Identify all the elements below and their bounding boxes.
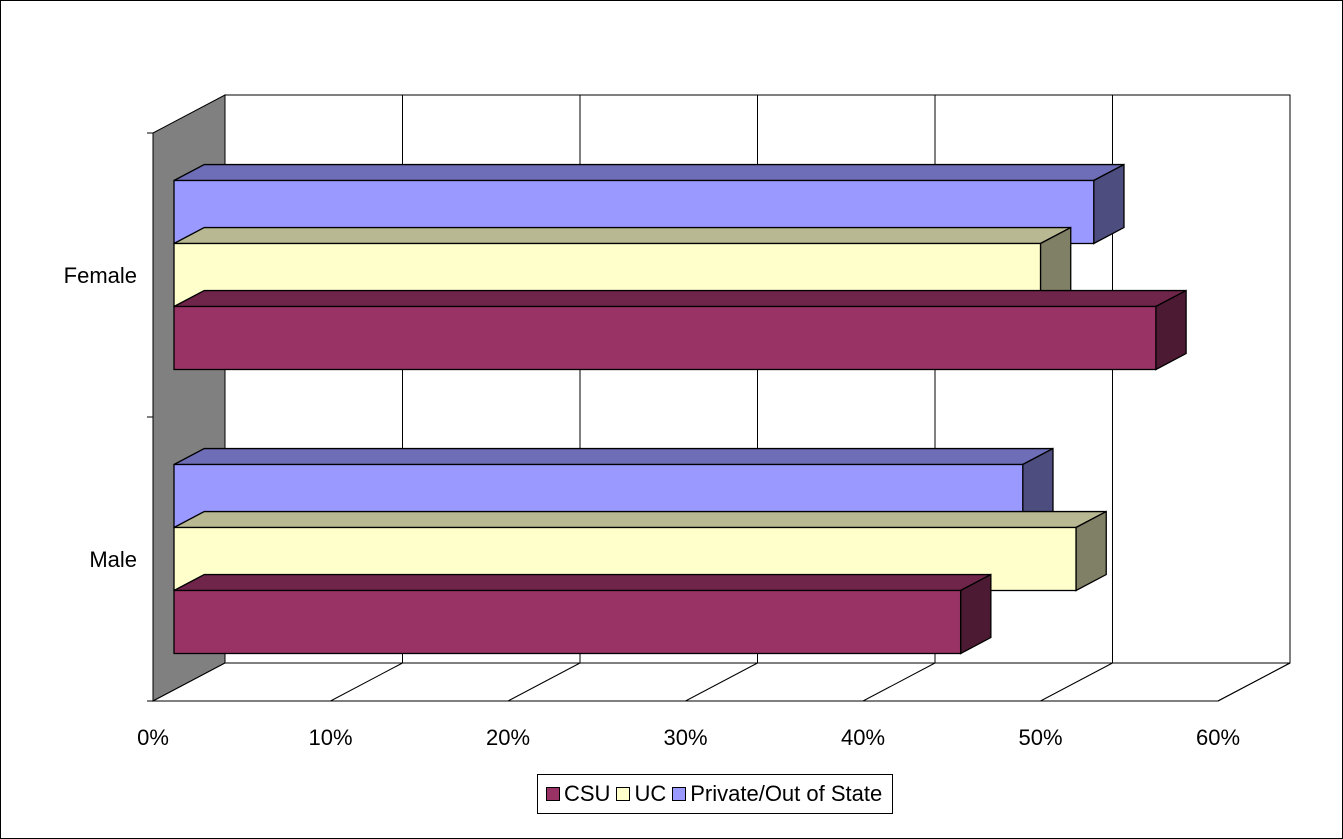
x-tick-label: 40% [841,725,885,750]
bar-top-uc-male [173,510,1107,529]
legend-swatch [672,787,687,801]
legend-label: Private/Out of State [690,781,883,806]
x-tick-label: 60% [1196,725,1240,750]
bar-top-csu-female [173,289,1187,308]
x-tick-label: 10% [308,725,352,750]
legend-label: UC [634,781,667,806]
bar-top-csu-male [173,573,992,592]
bar-top-private-out-of-state-female [173,163,1125,182]
category-label-male: Male [89,547,137,572]
floor-gridline [330,662,403,702]
legend-item: UC [616,781,666,807]
bar-csu-female [173,305,1157,371]
category-label-female: Female [64,263,137,288]
x-tick-label: 50% [1018,725,1062,750]
legend-item: Private/Out of State [672,781,882,807]
floor-gridline [1040,662,1113,702]
legend-swatch [546,787,560,801]
x-tick-label: 20% [486,725,530,750]
floor-gridline [507,662,581,702]
legend: CSU UC Private/Out of State [537,774,894,814]
legend-swatch [616,787,631,801]
x-tick-label: 0% [137,725,169,750]
legend-item: CSU [546,781,610,807]
floor-gridline [1217,662,1291,702]
bar-top-uc-female [173,226,1072,245]
legend-label: CSU [564,781,611,806]
bar-csu-male [173,589,962,655]
floor-gridline [685,662,758,702]
x-tick-label: 30% [663,725,707,750]
bar-top-private-out-of-state-male [173,447,1054,466]
floor-gridline [862,662,936,702]
